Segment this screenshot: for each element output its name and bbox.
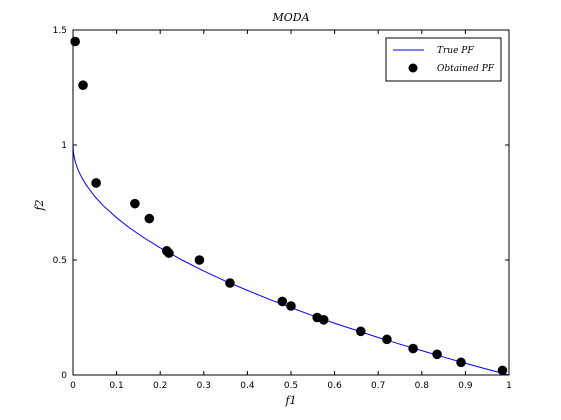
obtained-pf-point	[277, 296, 288, 307]
legend-label-true-pf: True PF	[437, 46, 474, 56]
x-axis-label: f1	[284, 394, 296, 407]
x-tick-label: 1	[506, 381, 512, 391]
y-tick-label: 1.5	[53, 26, 67, 36]
obtained-pf-point	[456, 357, 466, 368]
true-pf-line	[72, 144, 510, 376]
x-tick-label: 0	[70, 381, 76, 391]
x-tick-label: 0.6	[327, 381, 342, 391]
obtained-pf-point	[382, 334, 392, 345]
obtained-pf-point	[91, 178, 101, 188]
x-tick-label: 0.7	[371, 381, 385, 391]
x-tick-label: 0.9	[458, 381, 473, 391]
legend-marker-swatch	[408, 63, 418, 73]
obtained-pf-point	[194, 255, 205, 265]
y-axis-label: f2	[33, 199, 46, 211]
plot-background	[73, 30, 509, 375]
obtained-pf-point	[78, 80, 88, 90]
legend: True PF Obtained PF	[385, 37, 502, 82]
obtained-pf-point	[432, 349, 442, 360]
obtained-pf-point	[144, 213, 155, 224]
x-tick-label: 0.5	[284, 381, 298, 391]
obtained-pf-point	[318, 315, 329, 325]
obtained-pf-point	[355, 326, 366, 337]
x-tick-label: 0.4	[240, 381, 255, 391]
obtained-pf-point	[286, 301, 296, 311]
obtained-pf-point	[164, 248, 174, 258]
x-tick-label: 0.1	[109, 381, 123, 391]
obtained-pf-point	[225, 278, 235, 288]
legend-label-obtained-pf: Obtained PF	[437, 64, 495, 74]
x-tick-label: 0.2	[153, 381, 167, 391]
y-tick-label: 1	[61, 141, 67, 151]
y-tick-label: 0.5	[53, 256, 67, 266]
obtained-pf-point	[497, 365, 508, 376]
obtained-pf-point	[130, 198, 140, 209]
chart-title: MODA	[271, 11, 309, 24]
series-layer	[70, 36, 510, 376]
x-tick-label: 0.3	[197, 381, 211, 391]
ticks-layer: 0 0.1 0.2 0.3 0.4 0.5 0.6 0.7 0.8 0.9 1 0 0.5 1 1.5	[53, 26, 512, 391]
y-tick-label: 0	[61, 371, 67, 381]
plot-frame	[72, 29, 510, 376]
x-tick-label: 0.8	[415, 381, 430, 391]
legend-box	[385, 37, 502, 82]
obtained-pf-point	[408, 343, 418, 354]
obtained-pf-point	[70, 36, 80, 47]
